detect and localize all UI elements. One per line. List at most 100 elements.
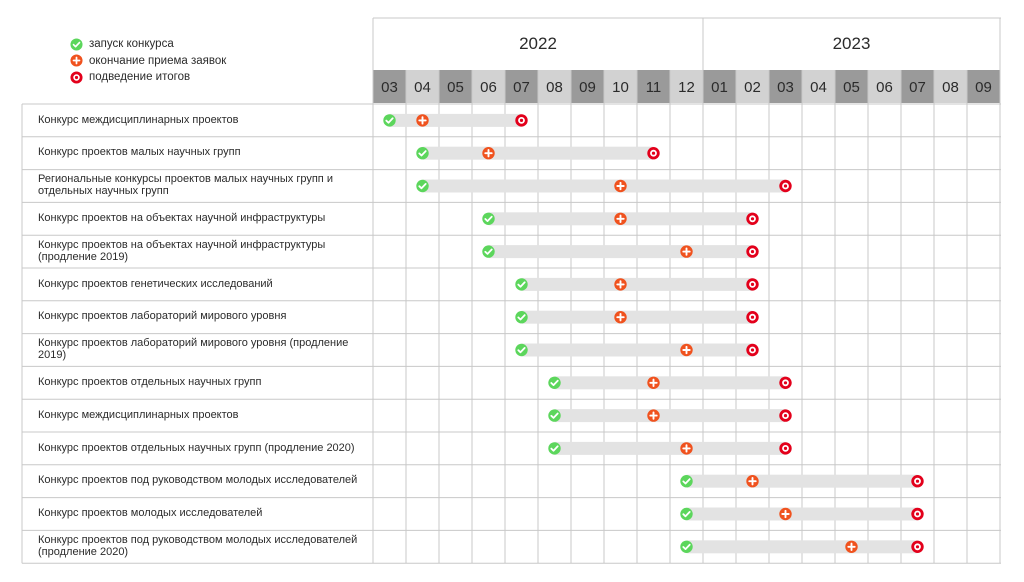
- plus-icon: [781, 509, 790, 519]
- task-label: Конкурс проектов отдельных научных групп…: [38, 441, 355, 454]
- results-marker: [779, 409, 792, 422]
- plus-icon: [418, 116, 427, 125]
- month-label: 07: [513, 79, 530, 96]
- month-label: 04: [414, 79, 431, 96]
- month-label: 07: [909, 79, 926, 96]
- task-bar: [521, 343, 753, 357]
- task-bar: [686, 540, 918, 554]
- task-bar: [686, 474, 918, 488]
- task-bar: [554, 409, 786, 423]
- ring-icon: [650, 149, 657, 157]
- task-label: Конкурс проектов лабораторий мирового ур…: [38, 337, 349, 361]
- ring-icon: [914, 510, 921, 518]
- month-label: 06: [480, 79, 497, 96]
- check-icon: [682, 511, 691, 518]
- month-label: 08: [546, 79, 563, 96]
- task-label: Конкурс проектов генетических исследован…: [38, 277, 273, 290]
- plus-icon: [484, 149, 493, 158]
- check-icon: [385, 117, 394, 124]
- task-label: Конкурс проектов на объектах научной инф…: [38, 212, 326, 225]
- check-icon: [484, 248, 493, 255]
- task-bar: [488, 245, 753, 259]
- ring-icon: [782, 379, 789, 387]
- results-marker: [746, 278, 759, 291]
- plus-icon: [649, 411, 658, 420]
- month-cell: [406, 70, 439, 103]
- task-bar: [422, 179, 786, 193]
- results-marker: [746, 343, 759, 357]
- results-marker: [779, 442, 792, 455]
- task-bar: [521, 277, 753, 291]
- task-bar: [389, 113, 522, 127]
- results-marker: [911, 507, 924, 521]
- check-icon: [550, 379, 559, 386]
- legend-label-deadline: окончание приема заявок: [89, 54, 227, 67]
- task-bar: [554, 376, 786, 390]
- ring-icon: [749, 215, 756, 223]
- legend-item-results: подведение итогов: [70, 69, 226, 86]
- month-cell: [769, 70, 802, 103]
- plus-icon: [616, 313, 625, 322]
- results-marker: [647, 147, 660, 160]
- month-label: 03: [777, 79, 794, 96]
- legend-label-start: запуск конкурса: [89, 38, 174, 51]
- ring-icon: [782, 412, 789, 420]
- check-icon: [418, 150, 427, 157]
- month-label: 05: [843, 79, 860, 96]
- check-icon: [517, 314, 526, 321]
- month-cell: [472, 70, 505, 103]
- check-icon: [418, 183, 427, 190]
- month-label: 01: [711, 79, 728, 96]
- task-bar: [686, 507, 918, 521]
- plus-icon: [748, 477, 757, 486]
- year-label: 2022: [519, 34, 557, 53]
- month-cell: [868, 70, 901, 103]
- month-cell: [604, 70, 637, 103]
- month-label: 08: [942, 79, 959, 96]
- month-cell: [439, 70, 472, 103]
- month-cell: [703, 70, 736, 103]
- check-icon: [484, 215, 493, 222]
- results-marker: [779, 179, 792, 193]
- check-icon: [682, 543, 691, 550]
- task-label: Конкурс проектов молодых исследователей: [38, 507, 263, 520]
- month-cell: [736, 70, 769, 103]
- check-icon: [550, 445, 559, 452]
- task-label: Конкурс проектов лабораторий мирового ур…: [38, 310, 287, 323]
- check-icon: [517, 281, 526, 288]
- month-cell: [835, 70, 868, 103]
- month-label: 09: [975, 79, 992, 96]
- month-cell: [967, 70, 1000, 103]
- month-cell: [373, 70, 406, 103]
- task-label: Конкурс междисциплинарных проектов: [38, 408, 239, 421]
- task-label: Конкурс проектов под руководством молоды…: [38, 534, 358, 558]
- month-cell: [571, 70, 604, 103]
- month-cell: [670, 70, 703, 103]
- task-bar: [521, 310, 753, 324]
- ring-icon: [70, 71, 83, 84]
- year-label: 2023: [833, 34, 871, 53]
- month-label: 03: [381, 79, 398, 96]
- month-label: 12: [678, 79, 695, 96]
- plus-icon: [847, 542, 856, 551]
- month-cell: [901, 70, 934, 103]
- results-marker: [515, 114, 528, 127]
- plus-icon: [70, 54, 83, 67]
- task-label: Региональные конкурсы проектов малых нау…: [38, 173, 333, 197]
- legend-label-results: подведение итогов: [89, 71, 191, 84]
- results-marker: [911, 540, 924, 553]
- ring-icon: [749, 248, 756, 256]
- task-bar: [554, 441, 786, 455]
- legend-item-deadline: окончание приема заявок: [70, 53, 226, 70]
- task-label: Конкурс проектов под руководством молоды…: [38, 474, 358, 487]
- month-cell: [637, 70, 670, 103]
- plus-icon: [616, 214, 625, 223]
- month-cell: [934, 70, 967, 103]
- results-marker: [911, 475, 924, 488]
- results-marker: [746, 212, 759, 225]
- plus-icon: [682, 247, 691, 256]
- month-label: 10: [612, 79, 629, 96]
- legend-item-start: запуск конкурса: [70, 36, 226, 53]
- month-cell: [538, 70, 571, 103]
- ring-icon: [782, 444, 789, 452]
